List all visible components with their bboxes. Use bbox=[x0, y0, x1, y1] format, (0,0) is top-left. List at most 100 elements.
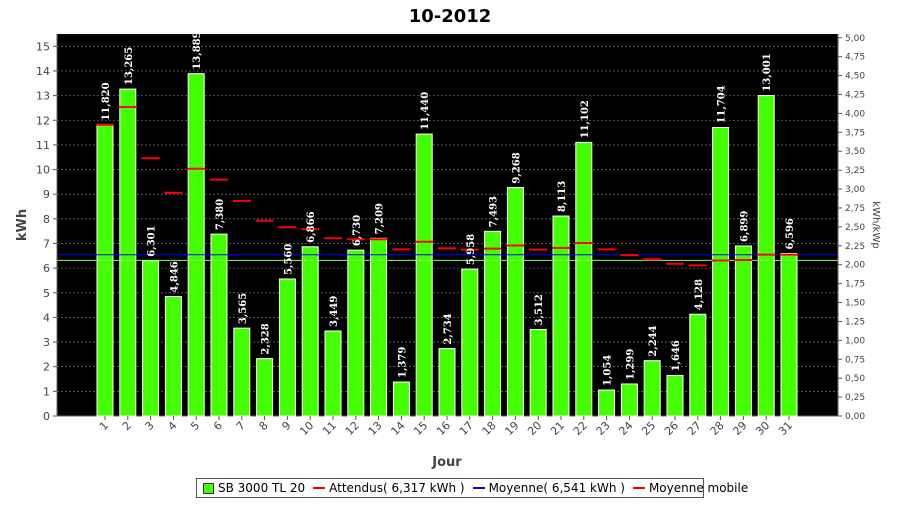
bar bbox=[210, 233, 228, 417]
y2-tick-label: 3,50 bbox=[845, 147, 865, 157]
bar bbox=[370, 237, 388, 417]
y2-tick-label: 4,75 bbox=[845, 53, 865, 63]
bar bbox=[757, 95, 775, 417]
x-tick-label: 8 bbox=[257, 419, 271, 433]
bar bbox=[142, 260, 160, 417]
legend-item-average: Moyenne( 6,541 kWh ) bbox=[472, 481, 625, 495]
y-tick-label: 0 bbox=[43, 410, 50, 423]
legend-item-production: SB 3000 TL 20 bbox=[203, 481, 305, 495]
value-label: 6,730 bbox=[352, 215, 363, 246]
x-tick-label: 27 bbox=[685, 419, 704, 438]
x-tick-label: 2 bbox=[120, 419, 134, 433]
x-axis-label: Jour bbox=[431, 455, 462, 470]
legend-label-moving-average: Moyenne mobile bbox=[648, 481, 749, 495]
y-tick-label: 14 bbox=[36, 65, 50, 78]
y2-tick-label: 4,25 bbox=[845, 91, 865, 101]
x-tick-label: 18 bbox=[480, 419, 499, 438]
value-label: 6,899 bbox=[739, 211, 750, 242]
bar bbox=[506, 187, 524, 417]
chart-title: 10-2012 bbox=[409, 6, 492, 27]
y2-tick-label: 3,75 bbox=[845, 128, 865, 138]
bar bbox=[415, 133, 433, 417]
y2-tick-label: 1,75 bbox=[845, 280, 865, 290]
y2-tick-label: 2,00 bbox=[845, 261, 865, 271]
y-tick-label: 7 bbox=[43, 237, 50, 250]
x-tick-label: 23 bbox=[594, 419, 613, 438]
x-tick-label: 9 bbox=[279, 419, 293, 433]
bar bbox=[666, 374, 684, 417]
x-tick-label: 30 bbox=[753, 419, 772, 438]
value-label: 2,244 bbox=[648, 325, 659, 356]
bar bbox=[347, 249, 365, 417]
value-label: 4,128 bbox=[694, 279, 705, 310]
bar bbox=[575, 141, 593, 417]
y-tick-label: 6 bbox=[43, 262, 50, 275]
value-label: 7,209 bbox=[375, 203, 386, 234]
y-tick-label: 5 bbox=[43, 287, 50, 300]
y2-tick-label: 2,50 bbox=[845, 223, 865, 233]
x-tick-label: 10 bbox=[297, 419, 316, 438]
y-tick-label: 3 bbox=[43, 336, 50, 349]
bar bbox=[712, 127, 730, 417]
y2-tick-label: 4,00 bbox=[845, 109, 865, 119]
y2-tick-label: 0,50 bbox=[845, 374, 865, 384]
y-tick-label: 4 bbox=[43, 311, 50, 324]
bar bbox=[256, 358, 274, 417]
value-label: 13,001 bbox=[762, 53, 773, 91]
bar bbox=[301, 246, 319, 417]
y2-tick-label: 5,00 bbox=[845, 34, 865, 44]
bar bbox=[392, 381, 410, 417]
y-axis-label: kWh bbox=[15, 209, 30, 241]
legend-label-production: SB 3000 TL 20 bbox=[218, 481, 306, 495]
legend-swatch-expected bbox=[313, 487, 326, 489]
value-label: 5,958 bbox=[466, 234, 477, 265]
bar bbox=[598, 389, 616, 417]
x-tick-label: 11 bbox=[320, 419, 339, 438]
x-tick-label: 7 bbox=[234, 419, 248, 433]
bar bbox=[529, 328, 547, 417]
legend-label-expected: Attendus( 6,317 kWh ) bbox=[329, 481, 465, 495]
x-tick-label: 26 bbox=[662, 419, 681, 438]
y-tick-label: 1 bbox=[43, 385, 50, 398]
y2-tick-label: 0,25 bbox=[845, 393, 865, 403]
bar bbox=[643, 360, 661, 417]
value-label: 1,646 bbox=[671, 340, 682, 371]
bar bbox=[438, 348, 456, 417]
y-tick-label: 8 bbox=[43, 213, 50, 226]
y-tick-label: 2 bbox=[43, 361, 50, 374]
bar bbox=[780, 252, 798, 417]
value-label: 7,380 bbox=[215, 199, 226, 230]
legend-swatch-production bbox=[203, 482, 214, 494]
bar bbox=[96, 124, 114, 417]
y-tick-label: 15 bbox=[36, 40, 50, 53]
bar bbox=[278, 278, 296, 417]
x-tick-label: 29 bbox=[730, 419, 749, 438]
x-tick-label: 15 bbox=[411, 419, 430, 438]
x-tick-label: 17 bbox=[457, 419, 476, 438]
x-tick-label: 14 bbox=[388, 419, 407, 438]
y2-tick-label: 4,50 bbox=[845, 72, 865, 82]
bar bbox=[552, 215, 570, 417]
value-label: 2,734 bbox=[443, 313, 454, 344]
value-label: 1,379 bbox=[397, 347, 408, 378]
legend-swatch-average bbox=[472, 487, 485, 489]
bar bbox=[119, 88, 137, 417]
y-tick-label: 9 bbox=[43, 188, 50, 201]
bar bbox=[164, 296, 182, 417]
bar bbox=[484, 230, 502, 417]
bar bbox=[689, 313, 707, 417]
y-tick-label: 13 bbox=[36, 90, 50, 103]
y-tick-label: 12 bbox=[36, 114, 50, 127]
bar bbox=[734, 245, 752, 417]
y-tick-label: 11 bbox=[36, 139, 50, 152]
legend-item-moving-average: Moyenne mobile bbox=[632, 481, 749, 495]
y2-axis-label: kWh/kWp bbox=[870, 201, 881, 248]
value-label: 11,102 bbox=[580, 100, 591, 138]
x-tick-label: 16 bbox=[434, 419, 453, 438]
x-tick-label: 20 bbox=[525, 419, 544, 438]
value-label: 6,301 bbox=[147, 225, 158, 256]
legend-item-expected: Attendus( 6,317 kWh ) bbox=[313, 481, 465, 495]
value-label: 7,493 bbox=[489, 196, 500, 227]
value-label: 11,704 bbox=[717, 85, 728, 123]
